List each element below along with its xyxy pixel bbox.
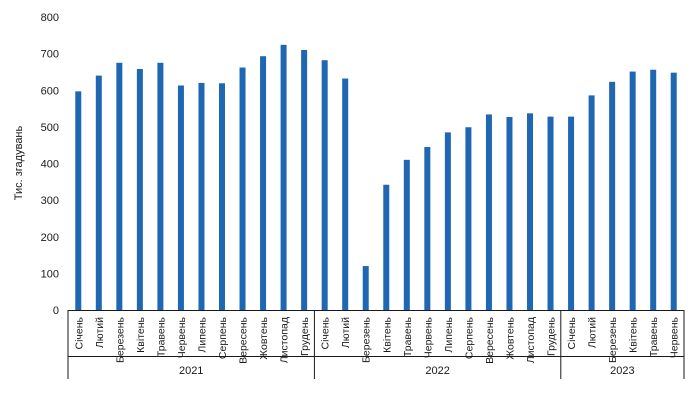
bar	[280, 44, 287, 310]
x-tick-label: Серпень	[217, 316, 229, 359]
bar	[362, 266, 369, 310]
bar	[609, 81, 616, 310]
bar	[527, 113, 533, 310]
x-axis: Січень Лютий Березень Квітень Травень Червень…	[67, 310, 685, 379]
x-tick-label: Червень	[669, 316, 681, 358]
bar	[301, 49, 308, 311]
bar	[239, 67, 246, 310]
y-tick-label: 500	[41, 122, 59, 134]
x-tick-label: Листопад	[525, 317, 537, 363]
bar	[444, 132, 451, 310]
x-tick-label: Квітень	[381, 316, 393, 352]
bar	[424, 147, 431, 310]
x-tick-label: Серпень	[463, 316, 475, 359]
bar	[629, 71, 636, 310]
y-axis: 0 100 200 300 400 500 600 700 800	[41, 12, 59, 317]
y-tick-label: 600	[41, 85, 59, 97]
x-tick-label: Січень	[73, 316, 85, 349]
bar	[342, 78, 349, 310]
x-tick-label: Березень	[607, 316, 619, 363]
x-tick-label: Липень	[443, 316, 455, 352]
bar	[136, 69, 143, 310]
x-tick-label: Травень	[155, 316, 167, 357]
group-label: 2021	[179, 365, 203, 377]
x-tick-label: Грудень	[299, 316, 311, 355]
x-tick-label: Жовтень	[505, 316, 517, 359]
y-tick-label: 400	[41, 159, 59, 171]
bar	[383, 184, 390, 310]
x-tick-label: Березень	[361, 316, 373, 363]
x-tick-label: Травень	[402, 316, 414, 357]
x-tick-label: Червень	[422, 316, 434, 358]
bar	[177, 85, 184, 311]
x-tick-label: Вересень	[484, 316, 496, 363]
x-tick-label: Вересень	[238, 316, 250, 363]
bar	[465, 127, 472, 311]
x-tick-label: Лютий	[340, 317, 352, 348]
bars	[75, 44, 677, 311]
bar	[670, 72, 677, 310]
bar	[547, 116, 554, 311]
bar	[198, 82, 205, 310]
x-tick-label: Березень	[114, 316, 126, 363]
y-tick-label: 100	[41, 268, 59, 280]
bar	[506, 116, 513, 311]
x-tick-label: Лютий	[94, 317, 106, 348]
x-tick-label: Жовтень	[258, 316, 270, 359]
x-tick-label: Грудень	[546, 316, 558, 355]
bar	[95, 75, 102, 310]
y-tick-label: 0	[53, 305, 59, 317]
bar	[650, 69, 657, 311]
y-tick-label: 700	[41, 49, 59, 61]
x-tick-label: Січень	[320, 316, 332, 349]
bar	[260, 56, 267, 310]
x-tick-label: Січень	[566, 316, 578, 349]
bar	[219, 83, 225, 310]
group-label: 2022	[425, 365, 449, 377]
bar	[116, 62, 123, 310]
x-tick-label: Лютий	[587, 317, 599, 348]
x-tick-label: Квітень	[628, 316, 640, 352]
x-tick-label: Травень	[648, 316, 660, 357]
y-tick-label: 200	[41, 232, 59, 244]
y-tick-label: 800	[41, 12, 59, 24]
bar	[75, 91, 82, 310]
bar	[321, 60, 328, 310]
bar	[403, 159, 410, 310]
x-tick-label: Квітень	[135, 316, 147, 352]
bar	[588, 95, 595, 310]
x-tick-label: Червень	[176, 316, 188, 358]
bar	[485, 114, 492, 310]
group-label: 2023	[610, 365, 634, 377]
bar	[157, 62, 164, 310]
x-tick-label: Липень	[197, 316, 209, 352]
y-tick-label: 300	[41, 195, 59, 207]
bar	[568, 116, 575, 311]
y-axis-title: Тис. згадувань	[13, 125, 25, 200]
x-tick-label: Листопад	[279, 317, 291, 363]
